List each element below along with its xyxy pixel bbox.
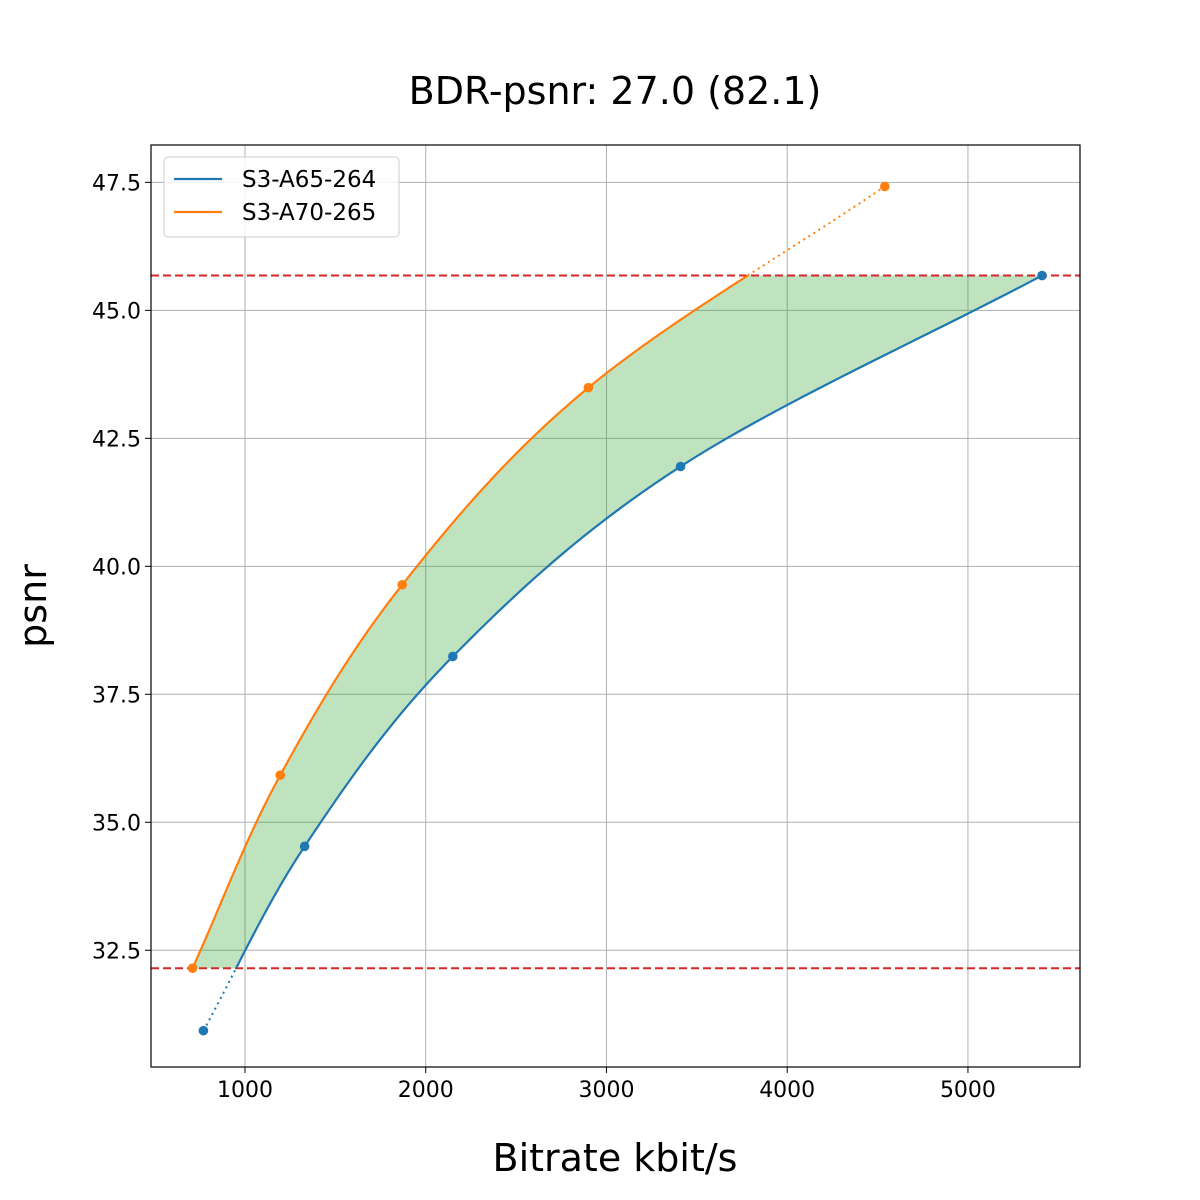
series-layer — [187, 181, 1047, 1036]
data-point — [275, 770, 286, 780]
y-axis: 32.5 35.0 37.5 40.0 42.5 45.0 47.5 — [92, 171, 151, 964]
data-point — [397, 579, 408, 590]
y-tick-label: 47.5 — [92, 171, 141, 196]
y-tick-label: 45.0 — [92, 299, 141, 324]
legend-box — [163, 156, 400, 238]
data-point — [880, 181, 890, 192]
y-tick-label: 32.5 — [92, 939, 141, 964]
y-tick-label: 37.5 — [92, 683, 141, 708]
series-line — [235, 274, 1043, 969]
x-tick-label: 1000 — [217, 1078, 273, 1103]
series-S3-A70-265 — [187, 181, 890, 973]
y-tick-label: 42.5 — [92, 427, 141, 452]
legend: S3-A65-264 S3-A70-265 — [163, 156, 400, 238]
y-tick-label: 35.0 — [92, 811, 141, 836]
grid — [151, 145, 1080, 1067]
data-point — [187, 963, 198, 973]
data-point — [1037, 270, 1047, 281]
bd-area-polygon — [192, 275, 1043, 969]
series-S3-A65-264 — [198, 270, 1047, 1036]
x-axis-label: Bitrate kbit/s — [493, 1136, 738, 1180]
data-point — [299, 841, 310, 852]
data-point — [583, 382, 594, 393]
x-tick-label: 3000 — [578, 1078, 634, 1103]
legend-label: S3-A65-264 — [242, 167, 376, 193]
data-point — [448, 651, 458, 662]
series-line — [191, 274, 749, 969]
x-tick-label: 5000 — [940, 1078, 996, 1103]
plot-frame — [150, 144, 1081, 1068]
legend-label: S3-A70-265 — [242, 200, 376, 226]
reference-lines — [151, 274, 1080, 970]
y-tick-label: 40.0 — [92, 555, 141, 580]
x-tick-label: 2000 — [398, 1078, 454, 1103]
x-tick-label: 4000 — [759, 1078, 815, 1103]
data-point — [198, 1025, 209, 1036]
y-axis-label: psnr — [11, 564, 55, 648]
data-point — [675, 461, 686, 472]
chart-title: BDR-psnr: 27.0 (82.1) — [409, 69, 822, 113]
bd-area-fill — [192, 275, 1043, 969]
x-axis: 1000 2000 3000 4000 5000 — [217, 1067, 996, 1103]
